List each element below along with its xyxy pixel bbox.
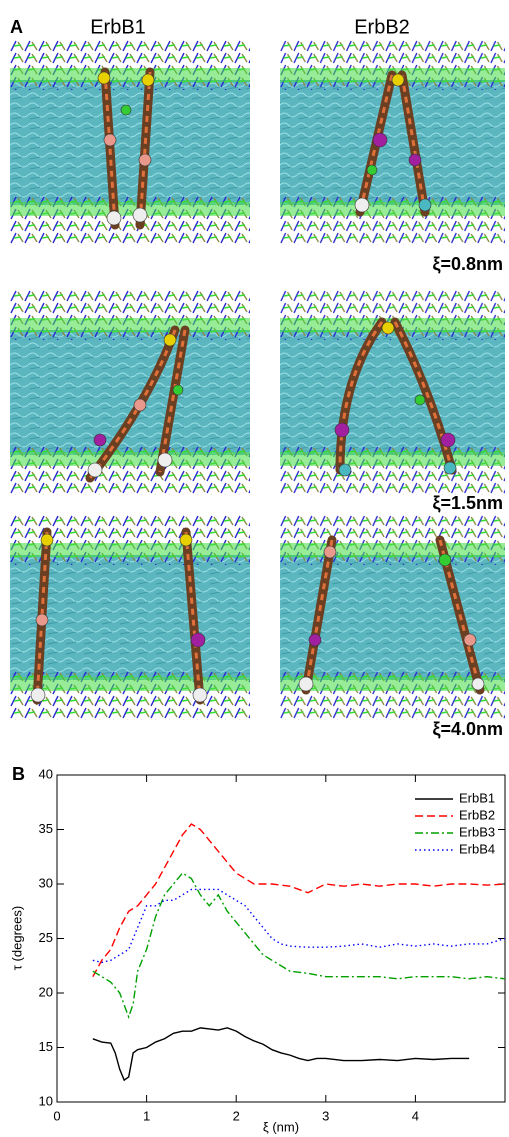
residues [30,71,485,703]
x-tick-label: 0 [53,1108,60,1123]
x-tick-label: 2 [233,1108,240,1123]
row-label: ξ=4.0nm [432,719,503,740]
panel-label: A [10,17,23,37]
panel-label: B [12,764,25,784]
legend-label: ErbB4 [459,841,495,856]
panel-b: B ξ (nm) τ (degrees) 10 15 20 25 30 35 40 0 1 2 3 4… [9,764,506,1134]
y-tick-label: 25 [39,930,53,945]
legend-label: ErbB3 [459,824,495,839]
row-label: ξ=1.5nm [432,493,503,514]
panel-a: A ErbB1 ErbB2 ξ=0.8nm ξ=1.5nm ξ=4.0nm [10,16,505,740]
y-tick-label: 35 [39,821,53,836]
y-axis-label: τ (degrees) [9,906,24,970]
y-tick-label: 30 [39,875,53,890]
y-tick-label: 15 [39,1039,53,1054]
series-line [92,823,506,977]
x-axis-label: ξ (nm) [263,1119,299,1134]
membrane-image [10,290,250,495]
membrane-image [280,515,505,720]
legend-label: ErbB1 [459,790,495,805]
series-line [92,872,506,1020]
membrane-image [10,40,250,245]
x-tick-label: 3 [322,1108,329,1123]
column-title: ErbB1 [90,16,146,38]
legend-label: ErbB2 [459,807,495,822]
column-title: ErbB2 [354,16,410,38]
x-tick-label: 1 [143,1108,150,1123]
series-line [92,888,506,964]
y-tick-label: 20 [39,984,53,999]
x-tick-label: 4 [412,1108,419,1123]
series-line [92,1027,470,1082]
y-tick-label: 40 [39,766,53,781]
y-tick-label: 10 [39,1093,53,1108]
row-label: ξ=0.8nm [432,254,503,275]
